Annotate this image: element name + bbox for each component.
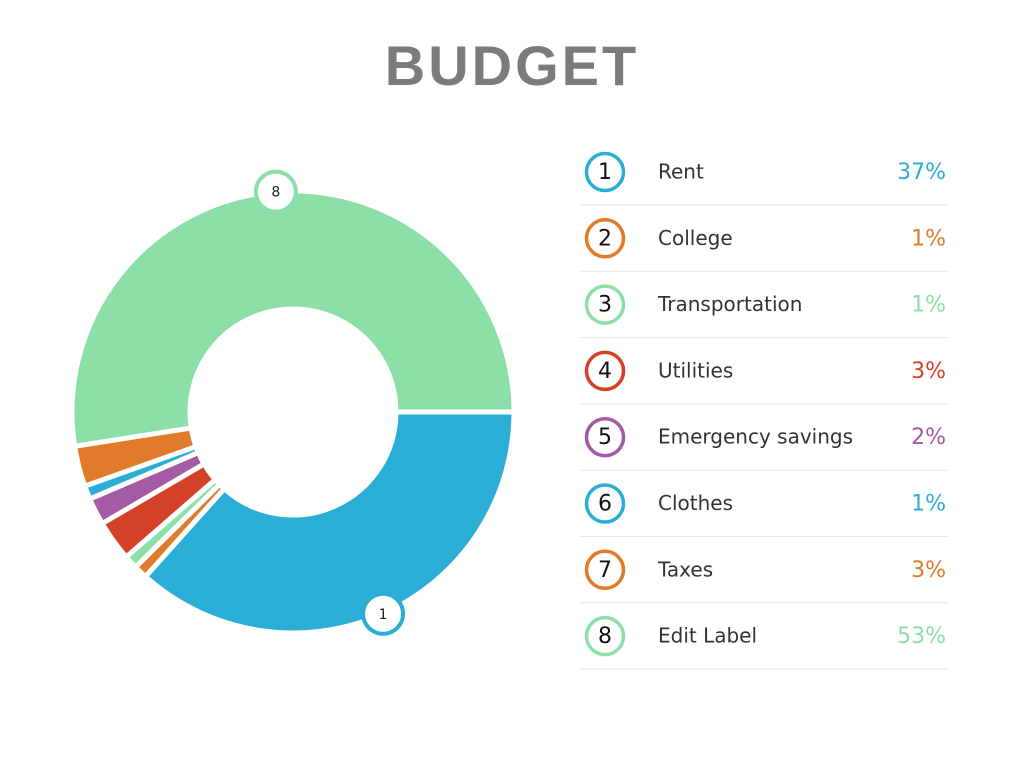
donut-slice [142, 409, 517, 636]
slice-badge [361, 591, 406, 636]
legend-number: 6 [598, 492, 612, 517]
legend-number-circle [584, 350, 626, 392]
legend-number-circle [584, 483, 626, 524]
chart-title: BUDGET [385, 34, 639, 97]
legend-percent: 3% [911, 558, 946, 583]
legend-number: 2 [598, 226, 612, 251]
legend-label: Emergency savings [658, 425, 853, 449]
legend-percent: 37% [897, 160, 946, 185]
legend-number: 3 [598, 293, 612, 318]
legend-number-circle [584, 615, 626, 657]
donut-slice [69, 188, 517, 449]
legend-label: Clothes [658, 491, 733, 515]
legend-label: Utilities [658, 358, 733, 382]
slice-badge-number: 8 [271, 185, 280, 201]
legend-label: Transportation [657, 292, 802, 316]
legend-number-circle [584, 151, 626, 193]
legend-number: 5 [598, 425, 612, 450]
legend-number: 7 [598, 558, 612, 583]
legend-label: Rent [658, 160, 704, 184]
legend-number: 8 [598, 624, 612, 649]
legend-number: 1 [598, 160, 612, 185]
legend-percent: 1% [911, 492, 946, 517]
slice-badge [253, 169, 298, 214]
slice-badge-number: 1 [379, 607, 388, 623]
legend-number-circle [584, 549, 626, 591]
legend-label: Taxes [657, 557, 713, 581]
legend-percent: 2% [911, 425, 946, 450]
legend-percent: 1% [911, 293, 946, 318]
legend-percent: 53% [897, 624, 946, 649]
legend-percent: 1% [911, 226, 946, 251]
legend-label: College [658, 226, 733, 250]
legend-label: Edit Label [658, 624, 757, 648]
legend-number-circle [584, 416, 626, 458]
legend-number-circle [584, 218, 626, 259]
legend-number-circle [584, 284, 626, 325]
legend-percent: 3% [911, 359, 946, 384]
legend-number: 4 [598, 359, 612, 384]
